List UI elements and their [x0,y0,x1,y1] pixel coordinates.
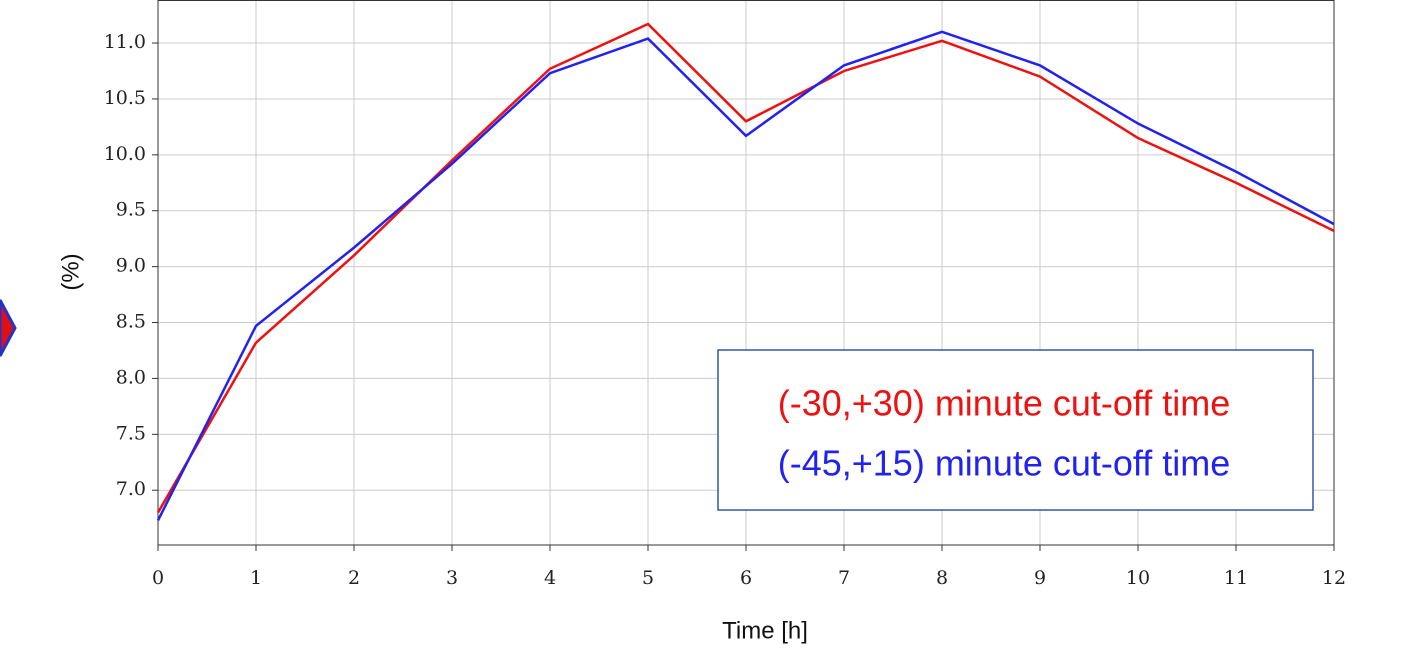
x-tick-label: 12 [1322,567,1346,589]
y-tick-label: 11.0 [104,31,146,53]
x-tick-label: 10 [1126,567,1150,589]
x-tick-label: 9 [1034,567,1046,589]
plot-frame [157,0,1335,546]
legend-box [717,349,1314,511]
x-tick-label: 8 [936,567,948,589]
x-tick-label: 1 [250,567,262,589]
y-axis-label: (%) [57,253,84,290]
y-tick-label: 8.0 [116,366,146,388]
y-tick-label: 10.5 [104,87,146,109]
y-tick-label: 7.5 [116,422,146,444]
x-tick-label: 11 [1224,567,1248,589]
y-tick-label: 9.0 [116,255,146,277]
y-tick-label: 8.5 [116,311,146,333]
x-tick-label: 0 [152,567,164,589]
y-tick-label: 10.0 [104,143,146,165]
series-line [156,30,1335,521]
x-tick-label: 5 [642,567,654,589]
x-tick-label: 2 [348,567,360,589]
x-tick-label: 3 [446,567,458,589]
x-tick-label: 7 [838,567,850,589]
series-line [156,22,1335,514]
legend-label: (-45,+15) minute cut-off time [778,443,1231,484]
decoration [0,299,17,357]
y-tick-label: 9.5 [116,199,146,221]
x-tick-label: 6 [740,567,752,589]
legend-label: (-30,+30) minute cut-off time [778,383,1231,424]
x-axis-label: Time [h] [722,617,808,644]
y-tick-label: 7.0 [116,478,146,500]
x-tick-label: 4 [544,567,556,589]
